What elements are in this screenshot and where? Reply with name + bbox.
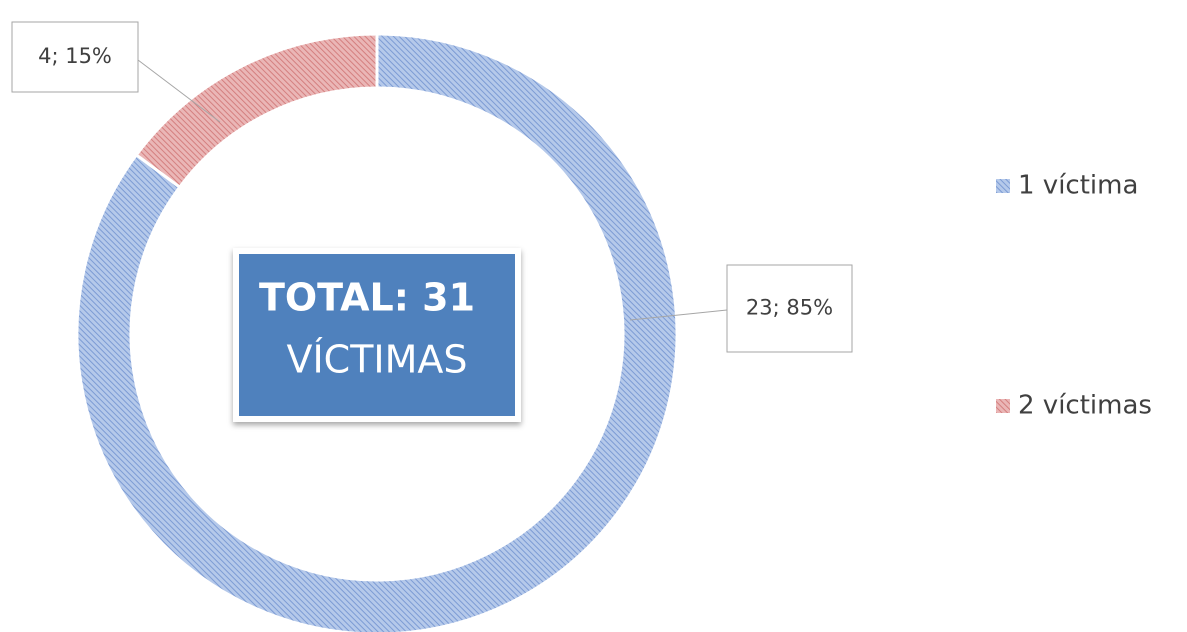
label-box (11, 21, 139, 93)
legend-swatch (996, 179, 1010, 193)
center-box (239, 254, 515, 416)
center-subtitle: VÍCTIMAS (286, 338, 467, 382)
leader-line (137, 59, 221, 123)
slice (134, 32, 379, 190)
leader-line (629, 309, 728, 321)
slice (75, 32, 679, 632)
slices (75, 32, 679, 632)
data-label: 23; 85% (746, 296, 833, 320)
data-label: 4; 15% (38, 44, 112, 68)
legend-label: 1 víctima (1018, 171, 1138, 201)
legend-swatch (996, 399, 1010, 413)
label-box (726, 264, 853, 353)
legend-label: 2 víctimas (1018, 391, 1152, 421)
center-title: TOTAL: 31 (259, 276, 475, 320)
